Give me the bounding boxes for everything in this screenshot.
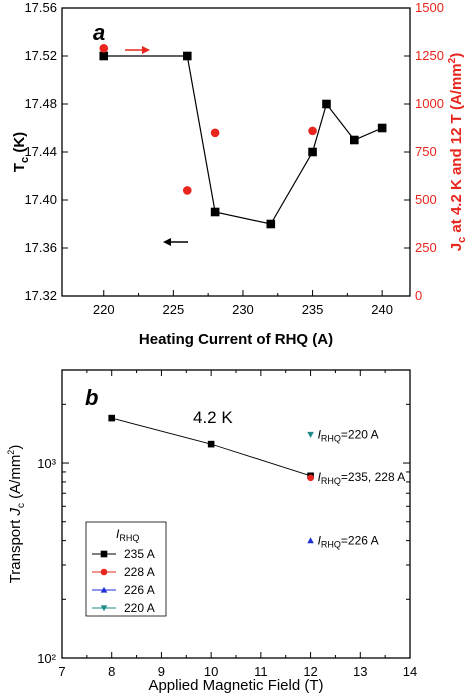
panel-a-x-ticks: 220 225 230 235 240 [93, 290, 393, 317]
panel-b: 7 8 9 10 11 12 13 14 10² 10³ IRHQ=220 A IRHQ=235,… [6, 369, 417, 694]
panel-b-point-label: IRHQ=220 A [318, 428, 379, 444]
panel-a-x-tick-label: 230 [232, 302, 254, 317]
panel-a-y-right-tick-label: 1250 [415, 48, 444, 63]
legend-entry-label: 220 A [124, 601, 155, 615]
panel-b-y-tick-label: 10² [37, 651, 56, 666]
panel-a-lines [103, 55, 383, 225]
panel-b-x-ticks: 7 8 9 10 11 12 13 14 [58, 370, 417, 679]
panel-b-x-tick-label: 11 [254, 664, 268, 679]
tc-point [377, 123, 387, 133]
panel-a-y-right-tick-label: 1500 [415, 0, 444, 15]
panel-a-y-right-label: Jc at 4.2 K and 12 T (A/mm2) [447, 53, 468, 251]
panel-a-y-right-tick-label: 750 [415, 144, 437, 159]
jc-point [182, 186, 192, 195]
panel-a-x-tick-label: 225 [163, 302, 185, 317]
panel-a-y-right-tick-label: 250 [415, 240, 437, 255]
panel-a-tc-line [103, 55, 383, 225]
legend-entry-label: 228 A [124, 565, 155, 579]
panel-b-point-235A [207, 440, 215, 448]
red-arrow-right [125, 46, 150, 54]
legend-entry-label: 226 A [124, 583, 155, 597]
panel-b-point-label: IRHQ=226 A [318, 534, 379, 550]
tc-point [308, 147, 317, 157]
legend-marker-228A [100, 568, 108, 576]
legend-box [85, 521, 167, 617]
panel-b-markers [108, 414, 314, 544]
panel-a-markers [99, 44, 387, 229]
panel-b-x-tick-label: 7 [58, 664, 65, 679]
black-arrow-left [163, 238, 188, 246]
legend-marker-235A [100, 550, 108, 558]
panel-b-point-labels: IRHQ=220 A IRHQ=235, 228 A IRHQ=226 A [318, 428, 406, 550]
panel-a-y-left-ticks: 17.32 17.36 17.40 17.44 17.48 17.52 17.56 [24, 0, 68, 303]
panel-a-y-left-tick-label: 17.32 [24, 288, 57, 303]
panel-a-x-tick-label: 235 [302, 302, 324, 317]
tc-point [350, 135, 359, 145]
tc-point [99, 51, 109, 61]
jc-point [99, 44, 109, 53]
panel-a-y-left-tick-label: 17.56 [24, 0, 57, 15]
tc-point [210, 207, 220, 217]
panel-a-y-left-tick-label: 17.36 [24, 240, 57, 255]
panel-a-x-tick-label: 240 [371, 302, 393, 317]
panel-b-point-220A [307, 431, 314, 438]
panel-b-point-226A [307, 537, 314, 544]
panel-b-y-tick-label: 10³ [37, 456, 56, 471]
jc-point [308, 126, 317, 136]
panel-b-x-tick-label: 10 [204, 664, 218, 679]
panel-a: 220 225 230 235 240 17.32 17.36 17.40 17.44 17.4… [11, 0, 468, 348]
panel-b-y-ticks: 10² 10³ [37, 369, 410, 666]
panel-b-x-tick-label: 13 [353, 664, 367, 679]
tc-point [322, 99, 331, 109]
panel-a-y-right-tick-label: 0 [415, 288, 422, 303]
panel-a-y-right-tick-label: 500 [415, 192, 437, 207]
panel-b-x-tick-label: 12 [303, 664, 317, 679]
panel-b-letter: b [85, 385, 98, 410]
panel-b-x-tick-label: 8 [108, 664, 115, 679]
panel-a-y-left-tick-label: 17.52 [24, 48, 57, 63]
jc-point [210, 128, 220, 138]
panel-a-y-right-ticks: 0 250 500 750 1000 1250 1500 [404, 0, 444, 303]
panel-b-x-tick-label: 9 [158, 664, 165, 679]
panel-a-letter: a [93, 20, 105, 45]
legend-marker-226A [100, 586, 108, 593]
panel-a-y-right-tick-label: 1000 [415, 96, 444, 111]
legend-marker-220A [100, 605, 108, 612]
panel-a-x-tick-label: 220 [93, 302, 115, 317]
panel-b-y-label: Transport Jc (A/mm2) [6, 445, 27, 584]
panel-b-point-228A [307, 474, 314, 482]
panel-a-y-left-tick-label: 17.40 [24, 192, 57, 207]
panel-a-y-left-tick-label: 17.48 [24, 96, 57, 111]
legend-entry-label: 235 A [124, 547, 155, 561]
tc-point [182, 51, 192, 61]
panel-a-x-label: Heating Current of RHQ (A) [139, 331, 333, 348]
panel-b-point-235A [108, 414, 116, 422]
tc-point [266, 219, 276, 229]
panel-a-frame [61, 7, 411, 297]
panel-b-x-tick-label: 14 [403, 664, 417, 679]
panel-a-y-left-tick-label: 17.44 [24, 144, 57, 159]
panel-b-x-label: Applied Magnetic Field (T) [148, 677, 323, 694]
temperature-annotation: 4.2 K [193, 408, 233, 427]
panel-b-point-label: IRHQ=235, 228 A [318, 470, 406, 486]
